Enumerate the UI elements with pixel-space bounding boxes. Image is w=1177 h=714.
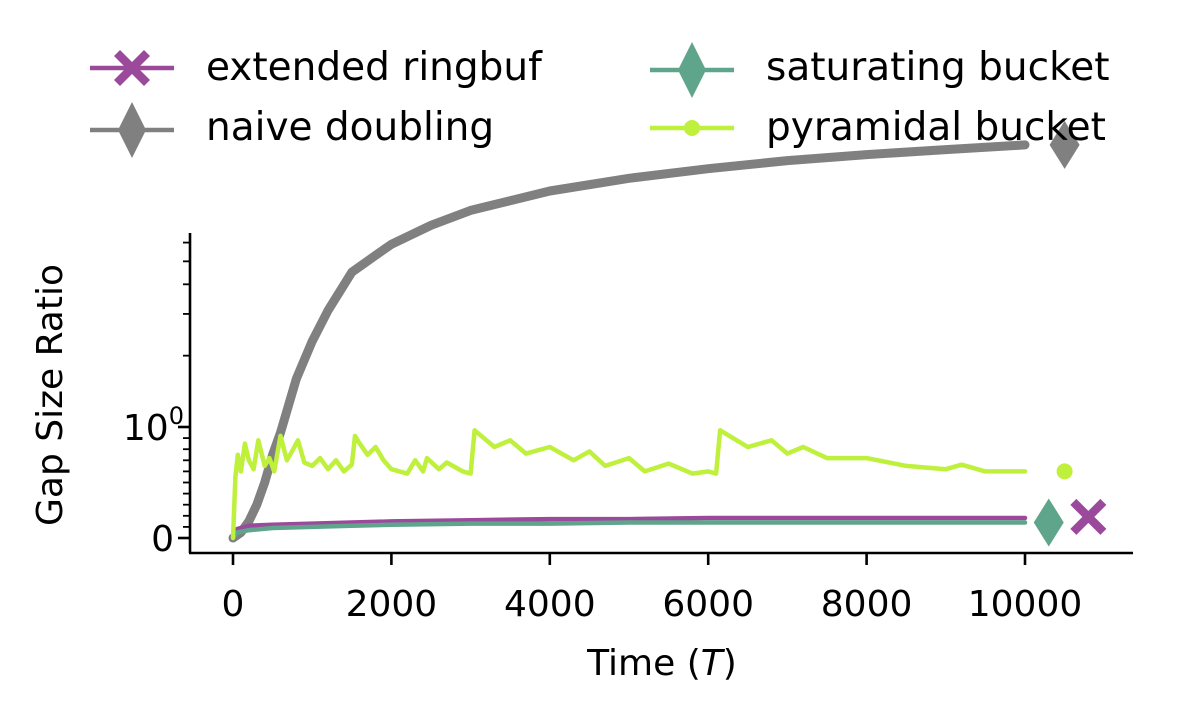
- end-marker-naive-doubling: [1049, 120, 1080, 169]
- series-line-saturating-bucket: [230, 520, 1028, 541]
- legend-label: saturating bucket: [766, 45, 1110, 90]
- x-tick-label: 8000: [821, 584, 913, 625]
- legend-swatch-extended-ringbuf: [90, 50, 174, 86]
- end-marker-saturating-bucket: [1033, 498, 1064, 547]
- series-layer: [228, 140, 1030, 543]
- legend-swatch-saturating-bucket: [650, 42, 734, 98]
- y-minor-ticks: [183, 241, 190, 528]
- legend: extended ringbuf naive doubling saturati…: [84, 36, 1154, 166]
- x-axis-label: Time (T): [586, 643, 737, 684]
- end-marker-pyramidal-bucket: [1056, 463, 1073, 480]
- x-tick-label: 4000: [504, 584, 596, 625]
- series-line-naive-doubling: [228, 140, 1030, 543]
- end-marker-layer: [1033, 120, 1107, 547]
- legend-label: naive doubling: [206, 105, 495, 150]
- x-tick-label: 6000: [662, 584, 754, 625]
- legend-swatch-pyramidal-bucket: [650, 120, 734, 136]
- end-marker-extended-ringbuf: [1070, 498, 1107, 535]
- legend-label: pyramidal bucket: [766, 105, 1106, 150]
- x-tick-label: 2000: [346, 584, 438, 625]
- axes: 0 2000 4000 6000 8000 10000 0 100: [123, 233, 1133, 625]
- y-ticks: 0 100: [123, 402, 190, 560]
- x-tick-label: 10000: [968, 584, 1083, 625]
- x-ticks: 0 2000 4000 6000 8000 10000: [222, 553, 1083, 625]
- legend-label: extended ringbuf: [206, 45, 542, 90]
- y-tick-label: 0: [151, 519, 174, 560]
- y-axis-label: Gap Size Ratio: [30, 264, 71, 526]
- x-tick-label: 0: [222, 584, 245, 625]
- legend-swatch-naive-doubling: [90, 102, 174, 158]
- series-line-extended-ringbuf: [230, 515, 1028, 541]
- y-tick-label: 100: [123, 402, 184, 449]
- series-line-pyramidal-bucket: [230, 428, 1028, 541]
